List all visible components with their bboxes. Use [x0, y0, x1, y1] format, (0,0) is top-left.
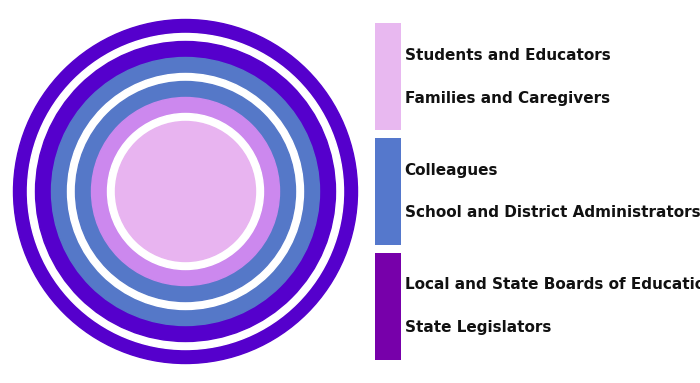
Circle shape — [52, 57, 319, 326]
FancyBboxPatch shape — [374, 23, 401, 130]
Circle shape — [76, 82, 295, 301]
Circle shape — [27, 33, 344, 350]
Text: Families and Caregivers: Families and Caregivers — [405, 90, 610, 106]
Text: Colleagues: Colleagues — [405, 162, 498, 178]
Circle shape — [67, 74, 304, 309]
Text: Local and State Boards of Education: Local and State Boards of Education — [405, 277, 700, 293]
Circle shape — [36, 41, 335, 342]
Text: School and District Administrators: School and District Administrators — [405, 205, 700, 221]
FancyBboxPatch shape — [374, 138, 401, 245]
Circle shape — [108, 113, 263, 270]
Circle shape — [116, 121, 256, 262]
Text: State Legislators: State Legislators — [405, 320, 551, 336]
Text: Students and Educators: Students and Educators — [405, 47, 610, 63]
Circle shape — [92, 98, 279, 285]
Circle shape — [13, 20, 358, 363]
FancyBboxPatch shape — [374, 253, 401, 360]
